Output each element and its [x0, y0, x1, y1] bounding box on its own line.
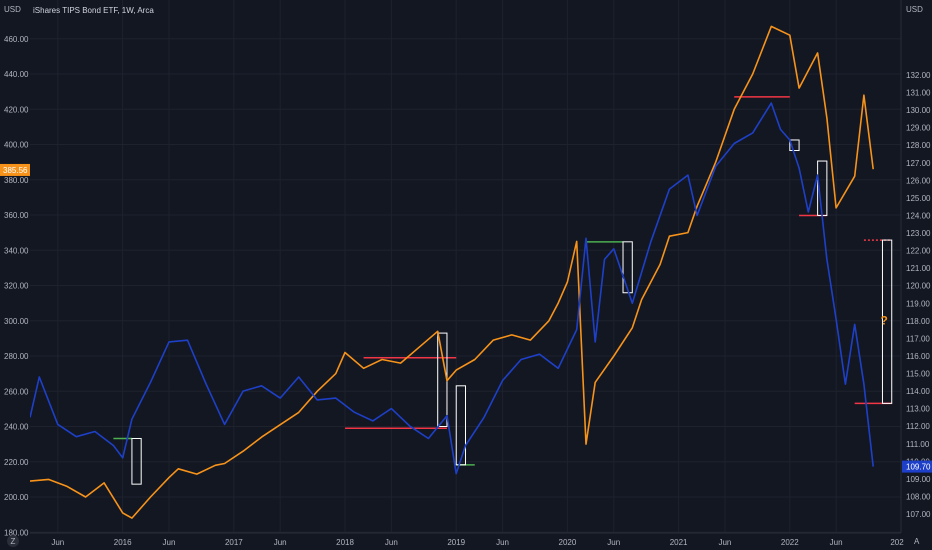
time-axis-tick: 2018: [336, 538, 354, 547]
left-axis-tick: 340.00: [4, 246, 29, 255]
right-axis-tick: 114.00: [906, 387, 930, 396]
right-axis-tick: 117.00: [906, 334, 930, 343]
time-axis-tick: 2017: [225, 538, 243, 547]
left-axis[interactable]: 180.00 200.00 220.00 240.00 260.00 280.00 300.…: [4, 35, 29, 538]
right-axis-tick: 129.00: [906, 124, 931, 133]
right-axis-tick: 132.00: [906, 71, 931, 80]
range-box: [455, 385, 466, 466]
time-axis-tick: Jun: [51, 538, 64, 547]
time-axis[interactable]: Jun 2016 Jun 2017 Jun 2018 Jun 2019 Jun 2020 Jun 20…: [51, 538, 904, 547]
left-axis-tick: 280.00: [4, 352, 29, 361]
right-axis-tick: 122.00: [906, 247, 931, 256]
time-axis-tick: 202: [890, 538, 904, 547]
right-axis-tick: 124.00: [906, 211, 931, 220]
right-axis-tick: 128.00: [906, 141, 931, 150]
time-axis-tick: Jun: [718, 538, 731, 547]
left-axis-tick: 180.00: [4, 528, 29, 537]
right-axis-tick: 121.00: [906, 264, 931, 273]
right-axis-tick: 112.00: [906, 422, 930, 431]
right-axis-tick: 109.00: [906, 475, 931, 484]
left-axis-tick: 320.00: [4, 282, 29, 291]
right-axis-tick: 113.00: [906, 405, 930, 414]
time-axis-tick: 2021: [670, 538, 688, 547]
right-axis-tick: 130.00: [906, 106, 931, 115]
right-axis-tick: 120.00: [906, 282, 931, 291]
right-axis-currency: USD: [906, 5, 923, 14]
left-axis-tick: 380.00: [4, 176, 29, 185]
right-axis-tick: 116.00: [906, 352, 930, 361]
time-axis-tick: 2020: [559, 538, 577, 547]
time-axis-tick: 2019: [447, 538, 465, 547]
right-axis-tick: 123.00: [906, 229, 931, 238]
right-axis-panel: [901, 0, 932, 550]
blue-series-line: [29, 102, 874, 475]
right-price-badge: 109.70: [902, 460, 932, 473]
corner-left-button[interactable]: Z: [7, 535, 19, 547]
time-axis-tick: Jun: [496, 538, 509, 547]
right-axis-tick: 131.00: [906, 89, 931, 98]
left-axis-tick: 260.00: [4, 387, 29, 396]
time-axis-tick: Jun: [607, 538, 620, 547]
time-axis-tick: 2016: [114, 538, 132, 547]
left-axis-tick: 220.00: [4, 458, 29, 467]
left-axis-tick: 440.00: [4, 70, 29, 79]
range-box: [622, 241, 633, 294]
left-axis-currency: USD: [4, 5, 21, 14]
right-axis-tick: 125.00: [906, 194, 931, 203]
left-axis-tick: 200.00: [4, 493, 29, 502]
left-price-badge: 385.56: [0, 163, 30, 176]
right-axis-tick: 108.00: [906, 492, 931, 501]
time-axis-panel: [0, 533, 932, 550]
left-price-badge-text: 385.56: [3, 166, 28, 175]
right-axis-tick: 111.00: [906, 440, 930, 449]
right-axis[interactable]: 107.00108.00109.00110.00111.00112.00113.…: [906, 71, 931, 519]
chart-title: iShares TIPS Bond ETF, 1W, Arca: [33, 6, 154, 15]
auto-scale-button[interactable]: A: [914, 537, 920, 546]
series-lines: [29, 25, 874, 519]
right-axis-tick: 115.00: [906, 370, 930, 379]
left-axis-tick: 300.00: [4, 317, 29, 326]
right-axis-tick: 119.00: [906, 299, 930, 308]
left-axis-tick: 360.00: [4, 211, 29, 220]
left-axis-panel: [0, 0, 30, 550]
range-box: [131, 437, 142, 485]
question-annotation: ?: [880, 313, 887, 327]
range-box: [789, 139, 800, 152]
left-axis-tick: 240.00: [4, 423, 29, 432]
time-axis-tick: Jun: [385, 538, 398, 547]
time-axis-tick: Jun: [830, 538, 843, 547]
right-price-badge-text: 109.70: [906, 463, 931, 472]
left-axis-tick: 420.00: [4, 105, 29, 114]
right-axis-tick: 126.00: [906, 176, 931, 185]
time-axis-tick: Jun: [274, 538, 287, 547]
corner-left-label: Z: [11, 537, 16, 546]
time-axis-tick: 2022: [781, 538, 799, 547]
right-axis-tick: 118.00: [906, 317, 930, 326]
right-axis-tick: 127.00: [906, 159, 931, 168]
time-axis-tick: Jun: [163, 538, 176, 547]
orange-series-line: [29, 25, 874, 519]
range-box: [881, 239, 893, 404]
left-axis-tick: 400.00: [4, 141, 29, 150]
right-axis-tick: 107.00: [906, 510, 931, 519]
left-axis-tick: 460.00: [4, 35, 29, 44]
